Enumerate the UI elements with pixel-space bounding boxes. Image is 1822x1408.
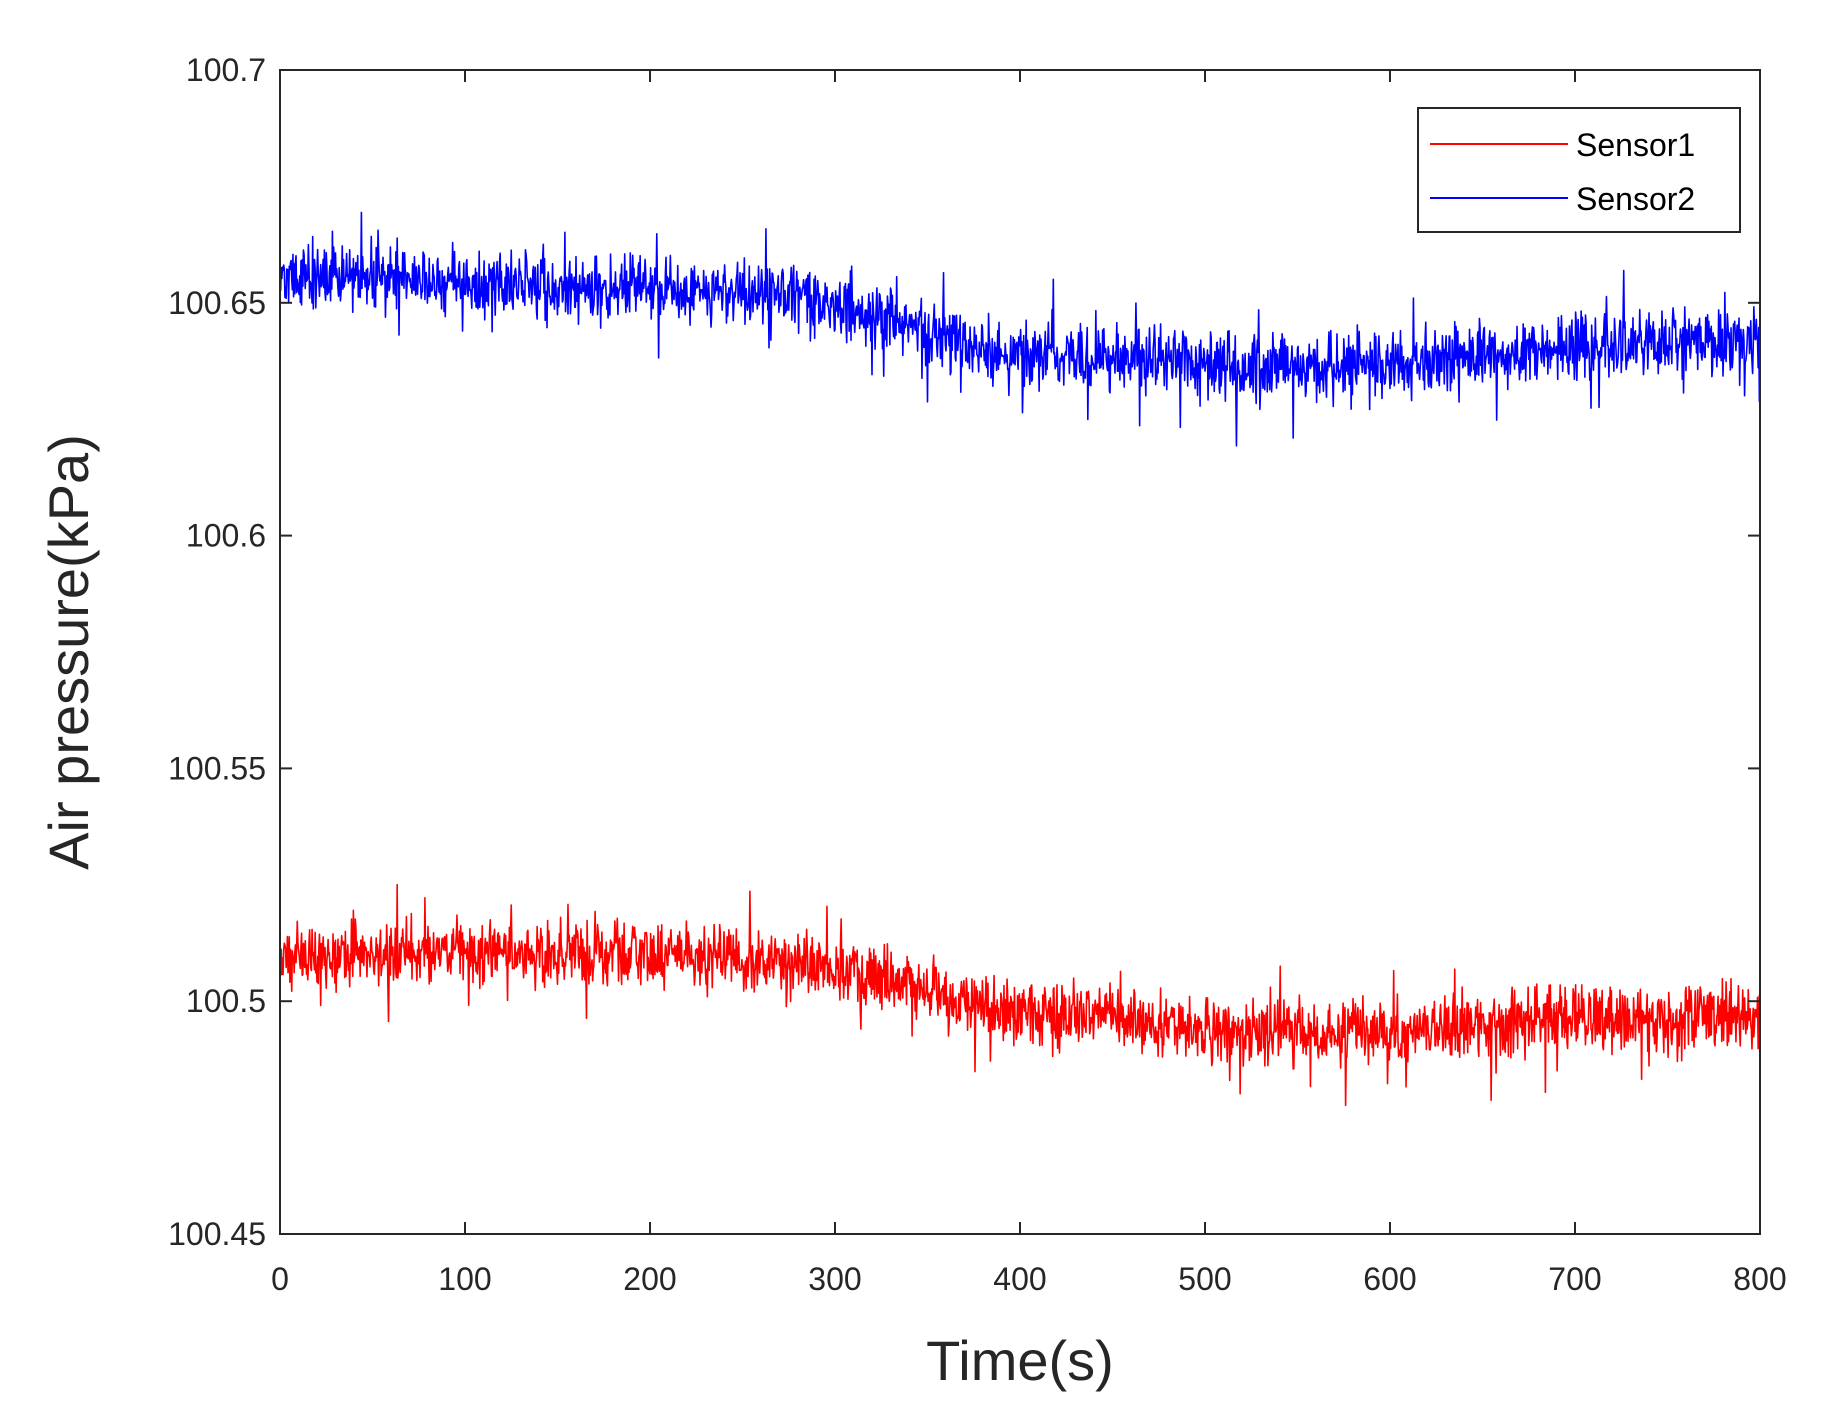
x-tick-label: 400 [993,1261,1046,1297]
series-line-sensor1 [279,883,1761,1107]
series-layer [279,211,1761,1107]
y-tick-label: 100.65 [168,285,266,321]
axes-box [279,69,1761,1235]
legend-box [1417,107,1741,233]
x-tick-label: 800 [1733,1261,1786,1297]
y-tick-label: 100.45 [168,1216,266,1252]
y-axis-label: Air pressure(kPa) [37,434,100,870]
x-tick-label: 300 [808,1261,861,1297]
x-tick-label: 600 [1363,1261,1416,1297]
legend-label-sensor2: Sensor2 [1576,181,1695,217]
x-tick-label: 0 [271,1261,289,1297]
x-tick-label: 500 [1178,1261,1231,1297]
y-tick-label: 100.6 [186,518,266,554]
x-tick-label: 100 [438,1261,491,1297]
x-axis-label: Time(s) [926,1329,1114,1392]
x-tick-label: 700 [1548,1261,1601,1297]
y-tick-label: 100.5 [186,983,266,1019]
series-line-sensor2 [279,211,1761,447]
tick-layer: 0 100 200 300 400 500 600 700 800 100.45 100.5 100.… [168,52,1787,1297]
y-tick-label: 100.7 [186,52,266,88]
y-tick-label: 100.55 [168,750,266,786]
legend-label-sensor1: Sensor1 [1576,127,1695,163]
x-tick-label: 200 [623,1261,676,1297]
legend: Sensor1 Sensor2 [1417,107,1741,233]
